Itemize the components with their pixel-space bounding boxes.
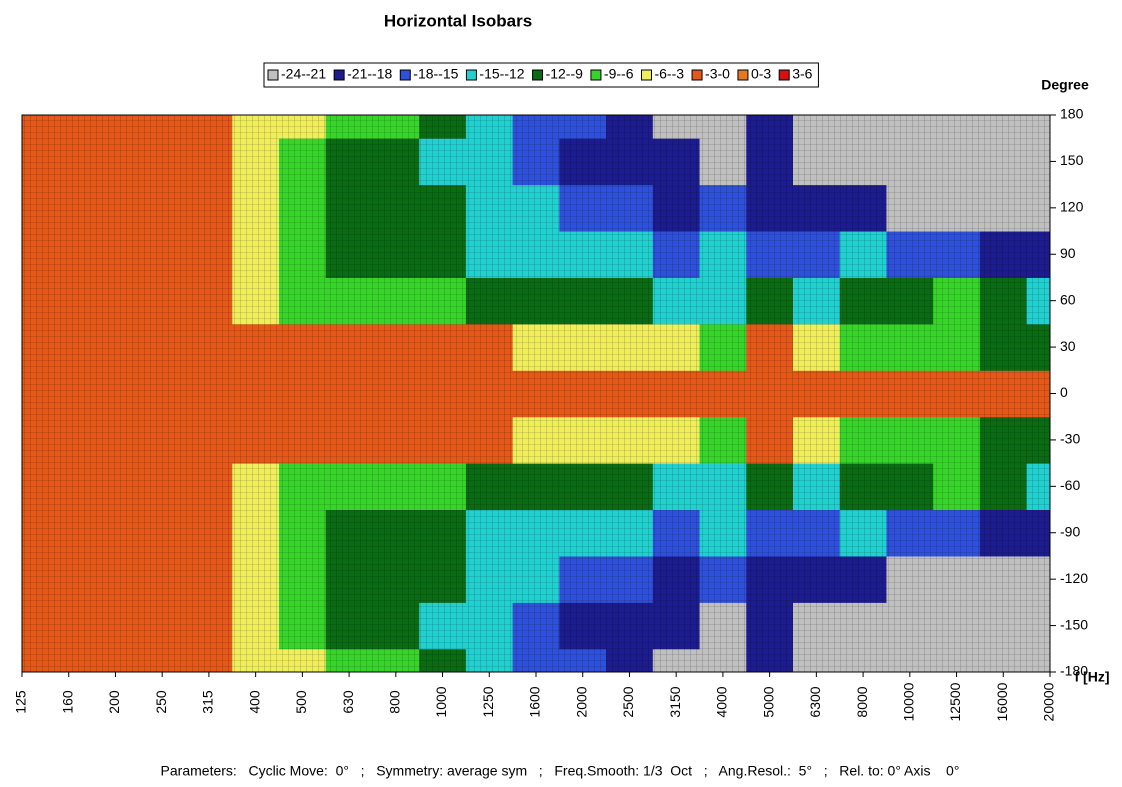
- x-tick-label: 800: [387, 690, 403, 714]
- y-tick-label: 180: [1060, 106, 1084, 122]
- y-tick-label: -120: [1060, 570, 1088, 586]
- x-tick-label: 16000: [994, 682, 1010, 721]
- y-tick-label: 30: [1060, 338, 1076, 354]
- legend-swatch: [532, 69, 544, 81]
- axes: -180 -150 -120 -90 -60 -30 0 30 60 90 120 150 180 125…: [13, 106, 1089, 722]
- legend-label: -24--21: [281, 66, 326, 82]
- legend-swatch: [778, 69, 790, 81]
- x-tick-label: 20000: [1041, 682, 1057, 721]
- y-tick-label: -150: [1060, 616, 1088, 632]
- legend-swatch: [465, 69, 477, 81]
- legend-label: -15--12: [479, 66, 524, 82]
- y-tick-label: -60: [1060, 477, 1080, 493]
- x-tick-label: 10000: [901, 682, 917, 721]
- x-tick-label: 1000: [433, 686, 449, 717]
- x-tick-label: 1600: [527, 686, 543, 717]
- y-tick-label: 150: [1060, 152, 1084, 168]
- x-tick-label: 1250: [480, 686, 496, 717]
- x-tick-label: 8000: [854, 686, 870, 717]
- legend-label: -18--15: [413, 66, 458, 82]
- footer: Parameters: Cyclic Move: 0° ; Symmetry: …: [161, 763, 960, 779]
- plot-frame: [21, 114, 1051, 673]
- legend-swatch: [267, 69, 279, 81]
- legend-swatch: [399, 69, 411, 81]
- legend-label: 0-3: [751, 66, 771, 82]
- y-tick-label: 120: [1060, 199, 1084, 215]
- legend-label: -21--18: [347, 66, 392, 82]
- x-tick-label: 6300: [807, 686, 823, 717]
- legend-swatch: [590, 69, 602, 81]
- x-tick-label: 315: [200, 690, 216, 714]
- x-tick-label: 125: [13, 690, 29, 714]
- chart-title: Horizontal Isobars: [384, 11, 532, 30]
- x-tick-label: 3150: [667, 686, 683, 717]
- x-tick-label: 2500: [620, 686, 636, 717]
- legend-swatch: [333, 69, 345, 81]
- y-tick-label: -180: [1060, 663, 1088, 679]
- x-tick-label: 2000: [573, 686, 589, 717]
- x-tick-label: 4000: [714, 686, 730, 717]
- x-tick-label: 400: [246, 690, 262, 714]
- legend-label: -6--3: [654, 66, 684, 82]
- x-axis-label: f [Hz]: [1075, 669, 1110, 685]
- legend-label: -3-0: [705, 66, 730, 82]
- legend-label: -12--9: [546, 66, 584, 82]
- y-tick-label: 90: [1060, 245, 1076, 261]
- y-axis-label: Degree: [1041, 77, 1089, 93]
- x-tick-label: 500: [293, 690, 309, 714]
- x-tick-label: 630: [340, 690, 356, 714]
- x-tick-label: 12500: [947, 682, 963, 721]
- x-tick-label: 160: [59, 690, 75, 714]
- y-tick-label: 60: [1060, 291, 1076, 307]
- x-tick-label: 5000: [760, 686, 776, 717]
- legend-swatch: [737, 69, 749, 81]
- x-tick-label: 250: [153, 690, 169, 714]
- y-tick-label: -90: [1060, 523, 1080, 539]
- legend: -24--21 -21--18 -18--15 -15--12 -12--9 -9--6 -…: [263, 62, 819, 88]
- x-tick-label: 200: [106, 690, 122, 714]
- legend-label: -9--6: [604, 66, 634, 82]
- legend-swatch: [640, 69, 652, 81]
- y-tick-label: -30: [1060, 431, 1080, 447]
- legend-label: 3-6: [792, 66, 812, 82]
- y-tick-label: 0: [1060, 384, 1068, 400]
- legend-swatch: [691, 69, 703, 81]
